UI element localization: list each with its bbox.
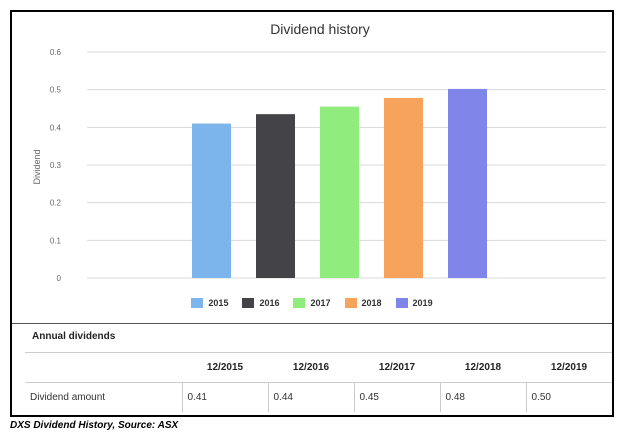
y-tick-label: 0.3 — [50, 161, 62, 170]
legend-swatch — [344, 298, 357, 308]
table-header: 12/2015 — [182, 352, 268, 383]
annual-dividends-table: 12/2015 12/2016 12/2017 12/2018 12/2019 Divi… — [25, 352, 612, 412]
legend-label: 2019 — [412, 298, 433, 308]
legend-item-2019[interactable]: 2019 — [395, 298, 433, 308]
legend-swatch — [395, 298, 408, 308]
legend-swatch — [191, 298, 204, 308]
legend-label: 2016 — [259, 298, 280, 308]
legend-label: 2015 — [208, 298, 229, 308]
legend-label: 2017 — [310, 298, 331, 308]
table-cell: 0.48 — [439, 382, 526, 412]
y-tick-label: 0.2 — [50, 199, 62, 208]
legend-item-2015[interactable]: 2015 — [191, 298, 228, 308]
chart-title: Dividend history — [270, 21, 370, 37]
table-cell: 0.44 — [267, 382, 354, 412]
y-tick-label: 0 — [57, 274, 62, 283]
legend-label: 2018 — [361, 298, 382, 308]
chart-legend: 2015 2016 2017 2018 2019 — [12, 294, 612, 312]
y-tick-label: 0.4 — [50, 123, 62, 132]
table-header: 12/2016 — [268, 352, 354, 383]
legend-swatch — [293, 298, 306, 308]
y-tick-label: 0.6 — [50, 48, 62, 57]
table-cell: 0.41 — [181, 382, 268, 412]
bar-2015 — [192, 123, 231, 278]
bar-2017 — [320, 106, 359, 278]
table-header-blank — [25, 352, 182, 383]
section-divider — [12, 323, 612, 324]
table-header: 12/2017 — [354, 352, 440, 383]
table-header: 12/2019 — [526, 352, 612, 383]
row-label: Dividend amount — [25, 382, 182, 412]
table-row: Dividend amount 0.41 0.44 0.45 0.48 0.50 — [25, 382, 612, 412]
y-tick-label: 0.5 — [50, 86, 62, 95]
chart-frame: Dividend history 0 0.1 0.2 0.3 0.4 0.5 0.6 Div… — [10, 10, 614, 417]
figure-caption: DXS Dividend History, Source: ASX — [10, 420, 179, 431]
y-axis-label: Dividend — [32, 149, 42, 184]
table-title: Annual dividends — [32, 331, 116, 342]
table-header: 12/2018 — [440, 352, 526, 383]
bar-2018 — [384, 97, 423, 278]
bars — [192, 88, 487, 279]
legend-swatch — [242, 298, 255, 308]
table-header-row: 12/2015 12/2016 12/2017 12/2018 12/2019 — [25, 352, 612, 383]
table-cell: 0.50 — [525, 382, 612, 412]
legend-item-2017[interactable]: 2017 — [293, 298, 331, 308]
bar-2016 — [256, 114, 295, 279]
legend-item-2018[interactable]: 2018 — [344, 298, 382, 308]
table-cell: 0.45 — [353, 382, 440, 412]
bar-2019 — [448, 88, 487, 278]
legend-item-2016[interactable]: 2016 — [242, 298, 279, 308]
y-tick-label: 0.1 — [50, 236, 62, 245]
y-tick-labels: 0 0.1 0.2 0.3 0.4 0.5 0.6 — [50, 48, 62, 283]
dividend-chart: Dividend history 0 0.1 0.2 0.3 0.4 0.5 0.6 Div… — [32, 21, 606, 283]
